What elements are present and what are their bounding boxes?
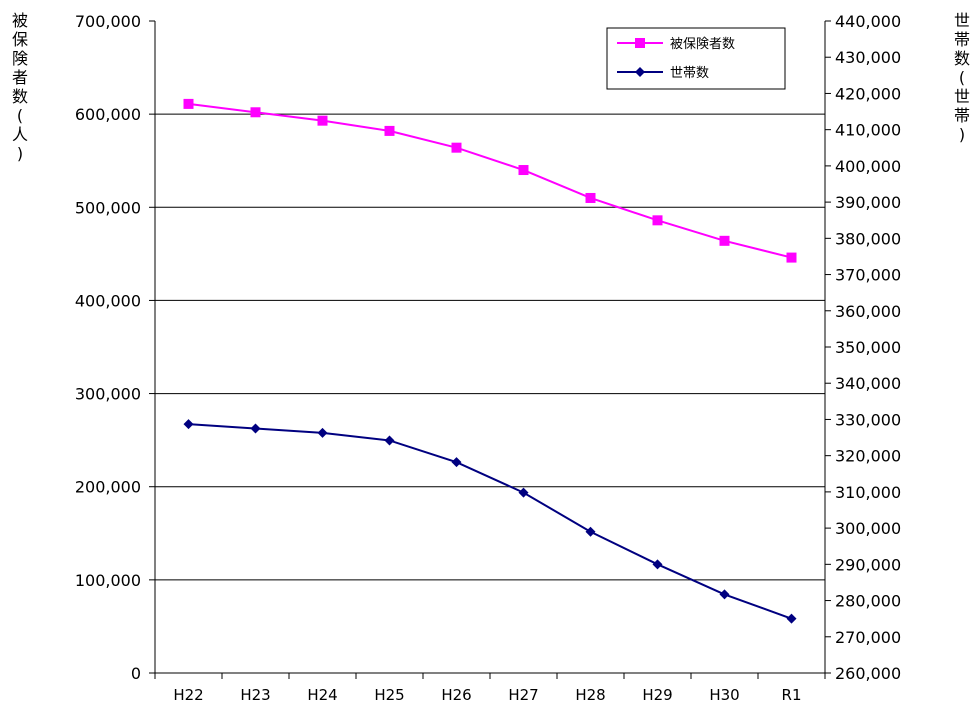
right-tick-label: 350,000: [835, 338, 901, 357]
data-point: [518, 487, 529, 498]
axes: [154, 21, 826, 674]
series-group: [183, 98, 797, 624]
data-point: [719, 235, 730, 246]
data-point: [518, 165, 529, 176]
legend-marker: [635, 67, 645, 77]
right-tick-label: 310,000: [835, 483, 901, 502]
right-tick-label: 300,000: [835, 519, 901, 538]
right-tick-label: 330,000: [835, 410, 901, 429]
left-axis-title: 被保険者数(人): [12, 11, 28, 163]
x-axis-ticks: H22 H23 H24 H25 H26 H27 H28 H29 H30 R1: [154, 673, 826, 704]
right-axis-title: 世帯数(世帯): [954, 11, 970, 144]
data-point: [183, 98, 194, 109]
x-tick-label: H29: [642, 686, 672, 704]
right-tick-label: 320,000: [835, 447, 901, 466]
x-tick-label: H22: [173, 686, 203, 704]
data-point: [652, 215, 663, 226]
right-tick-label: 340,000: [835, 374, 901, 393]
data-point: [250, 423, 261, 434]
right-axis-ticks: 260,000 270,000 280,000 290,000 300,000 310,0…: [825, 12, 901, 683]
x-tick-label: H30: [709, 686, 739, 704]
left-tick-label: 100,000: [75, 571, 141, 590]
data-point: [451, 457, 462, 468]
data-point: [384, 125, 395, 136]
data-point: [384, 435, 395, 446]
left-tick-label: 400,000: [75, 291, 141, 310]
data-point: [585, 192, 596, 203]
left-tick-label: 700,000: [75, 12, 141, 31]
right-tick-label: 400,000: [835, 157, 901, 176]
gridlines: [155, 113, 825, 581]
x-tick-label: H26: [441, 686, 471, 704]
right-tick-label: 280,000: [835, 592, 901, 611]
right-tick-label: 430,000: [835, 48, 901, 67]
x-tick-label: H25: [374, 686, 404, 704]
right-tick-label: 410,000: [835, 121, 901, 140]
data-point: [719, 589, 730, 600]
right-tick-label: 390,000: [835, 193, 901, 212]
data-point: [250, 107, 261, 118]
right-tick-label: 440,000: [835, 12, 901, 31]
x-tick-label: H28: [575, 686, 605, 704]
left-tick-label: 600,000: [75, 105, 141, 124]
left-tick-label: 500,000: [75, 198, 141, 217]
left-axis-ticks: 0 100,000 200,000 300,000 400,000 500,000 600,…: [75, 12, 155, 683]
right-tick-label: 380,000: [835, 229, 901, 248]
data-point: [652, 559, 663, 570]
x-tick-label: H27: [508, 686, 538, 704]
legend-label: 世帯数: [670, 66, 709, 81]
right-tick-label: 260,000: [835, 664, 901, 683]
legend-label: 被保険者数: [670, 37, 735, 52]
left-tick-label: 300,000: [75, 385, 141, 404]
x-tick-label: R1: [782, 686, 802, 704]
data-point: [183, 419, 194, 430]
series-line-2: [188, 423, 792, 620]
right-tick-label: 370,000: [835, 266, 901, 285]
data-point: [317, 427, 328, 438]
data-point: [786, 613, 797, 624]
x-tick-label: H23: [240, 686, 270, 704]
right-tick-label: 420,000: [835, 84, 901, 103]
legend-marker: [635, 38, 645, 48]
right-tick-label: 290,000: [835, 555, 901, 574]
data-point: [451, 142, 462, 153]
data-point: [317, 115, 328, 126]
left-tick-label: 0: [131, 664, 141, 683]
data-point: [786, 252, 797, 263]
x-tick-label: H24: [307, 686, 337, 704]
right-tick-label: 270,000: [835, 628, 901, 647]
left-tick-label: 200,000: [75, 478, 141, 497]
data-point: [585, 526, 596, 537]
right-tick-label: 360,000: [835, 302, 901, 321]
series-line-1: [188, 102, 792, 259]
